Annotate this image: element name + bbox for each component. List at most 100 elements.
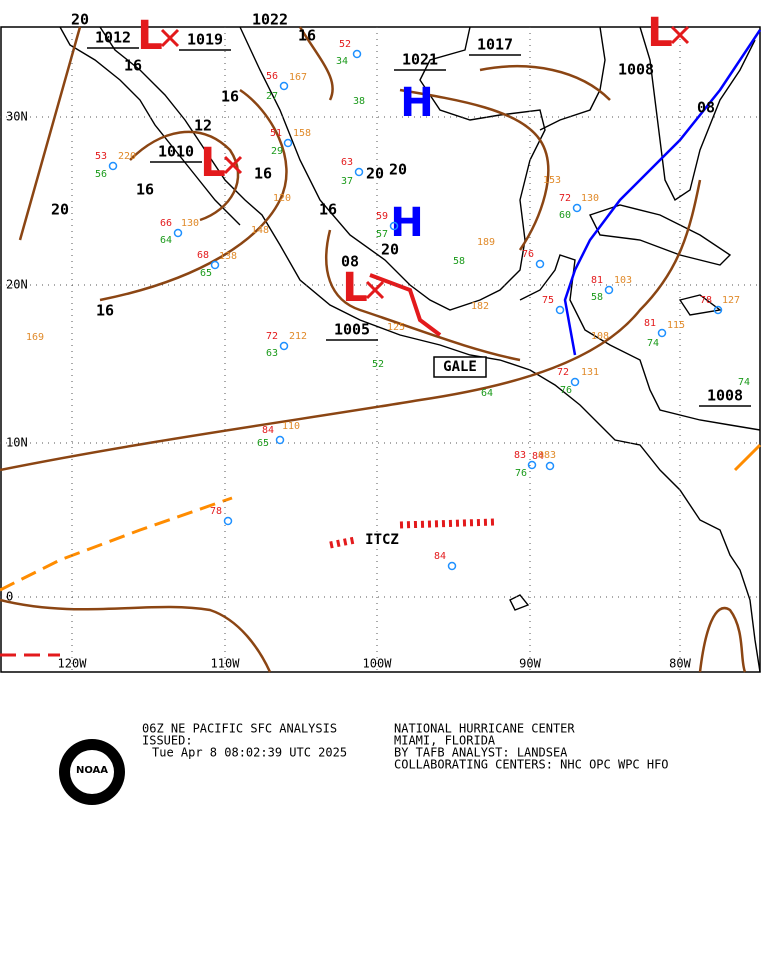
- station-dewpoint: 65: [200, 268, 212, 279]
- station-temperature: 75: [542, 295, 554, 306]
- center: NATIONAL HURRICANE CENTER: [394, 722, 575, 736]
- station-pressure: 131: [581, 367, 599, 378]
- station-dewpoint: 60: [559, 210, 571, 221]
- station-dewpoint: 74: [647, 338, 659, 349]
- station-pressure: 127: [722, 295, 740, 306]
- noaa-logo-inner: [70, 750, 114, 794]
- station: [108, 161, 118, 171]
- latitude-label: 30N: [6, 110, 28, 124]
- station-pressure: 110: [282, 421, 300, 432]
- itcz-label: ITCZ: [365, 532, 399, 548]
- station-dewpoint: 65: [257, 438, 269, 449]
- station-dewpoint: 56: [95, 169, 107, 180]
- station: [555, 305, 565, 315]
- gulf-of-mexico-coast: [239, 26, 546, 311]
- jamaica: [678, 294, 722, 316]
- station-temperature: 51: [270, 128, 282, 139]
- station: [173, 228, 183, 238]
- issued-time: Tue Apr 8 08:02:39 UTC 2025: [152, 746, 347, 760]
- latitude-label: 0: [6, 590, 13, 604]
- station-pressure: 130: [581, 193, 599, 204]
- isobar-label: 1022: [252, 11, 288, 29]
- latitude-label: 10N: [6, 436, 28, 450]
- isobar-label: 1017: [477, 36, 513, 54]
- itcz-hatch: [329, 518, 496, 549]
- station-dewpoint: 34: [336, 56, 348, 67]
- cold-front: [563, 29, 761, 356]
- station-dewpoint: 27: [266, 91, 278, 102]
- cuba: [589, 204, 732, 266]
- station-pressure: 189: [477, 237, 495, 248]
- isobar-label: 1019: [187, 31, 223, 49]
- station-temperature: 83: [514, 450, 526, 461]
- us-gulf-coast: [539, 26, 606, 131]
- station-pressure: 153: [543, 175, 561, 186]
- station-temperature: 76: [522, 249, 534, 260]
- trough: [733, 443, 761, 472]
- station-temperature: 81: [644, 318, 656, 329]
- longitude-label: 80W: [669, 657, 691, 671]
- station: [279, 81, 289, 91]
- isobar-label: 08: [341, 253, 359, 271]
- isobar: [479, 65, 611, 101]
- station-pressure: 212: [289, 331, 307, 342]
- isobar: [18, 26, 82, 241]
- low-x: [160, 28, 180, 48]
- station: [713, 305, 723, 315]
- isobar-label: 20: [389, 161, 407, 179]
- station-dewpoint: 52: [372, 359, 384, 370]
- station-dewpoint: 63: [266, 348, 278, 359]
- station-dewpoint: 37: [341, 176, 353, 187]
- station-temperature: 78: [700, 295, 712, 306]
- isobar-label: 20: [381, 241, 399, 259]
- latitude-label: 20N: [6, 278, 28, 292]
- isobar-label: 16: [124, 57, 142, 75]
- station-pressure: 220: [118, 151, 136, 162]
- station-dewpoint: 64: [160, 235, 172, 246]
- station-temperature: 84: [434, 551, 446, 562]
- station: [352, 49, 362, 59]
- isobar-label: 20: [366, 165, 384, 183]
- station: [535, 259, 545, 269]
- station-pressure: 167: [289, 72, 307, 83]
- isobar: [399, 88, 550, 251]
- longitude-label: 90W: [519, 657, 541, 671]
- station-pressure: 182: [471, 301, 489, 312]
- isobar-label: 1005: [334, 321, 370, 339]
- isobar-label: 16: [96, 302, 114, 320]
- longitude-label: 110W: [211, 657, 241, 671]
- isobar-label: 16: [254, 165, 272, 183]
- station-dewpoint: 57: [376, 229, 388, 240]
- logo-text: NOAA: [76, 765, 108, 776]
- labels: 30N 20N 10N 0 120W 110W 100W 90W 80W 20 1012 1019 10…: [6, 10, 751, 671]
- low-center: L: [137, 13, 163, 59]
- station: [572, 203, 582, 213]
- isobar-label: 16: [136, 181, 154, 199]
- isobar-label: 20: [71, 11, 89, 29]
- issued-label: ISSUED:: [142, 734, 193, 748]
- trough: [0, 496, 233, 592]
- station-dewpoint: 76: [515, 468, 527, 479]
- low-center: L: [342, 265, 368, 311]
- isobar: [0, 179, 702, 472]
- station-temperature: 52: [339, 39, 351, 50]
- trough: [369, 273, 442, 337]
- station: [223, 516, 233, 526]
- station-temperature: 72: [266, 331, 278, 342]
- isobar-label: 12: [194, 117, 212, 135]
- isobar: [325, 229, 521, 362]
- station-temperature: 63: [341, 157, 353, 168]
- isobar-label: 1008: [707, 387, 743, 405]
- station: [354, 167, 364, 177]
- station-pressure: 125: [387, 322, 405, 333]
- isobar-label: 16: [319, 201, 337, 219]
- station-temperature: 68: [197, 250, 209, 261]
- low-center: L: [647, 10, 673, 56]
- station: [447, 561, 457, 571]
- longitude-label: 100W: [363, 657, 393, 671]
- isobar: [298, 26, 334, 101]
- station-temperature: 72: [557, 367, 569, 378]
- station-temperature: 53: [95, 151, 107, 162]
- station: [283, 138, 293, 148]
